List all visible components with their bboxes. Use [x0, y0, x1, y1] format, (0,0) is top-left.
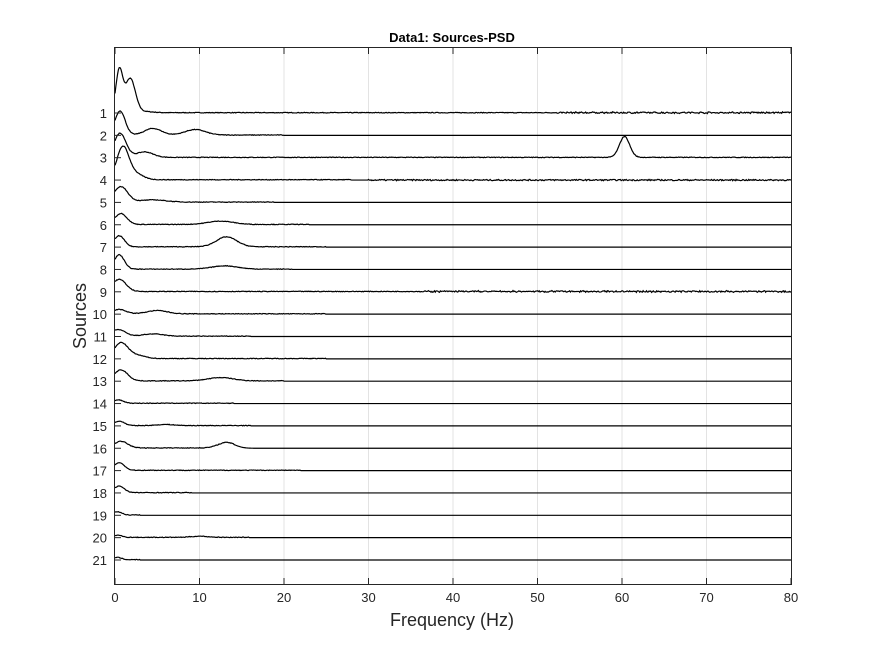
y-tick-label: 8	[100, 262, 107, 277]
psd-trace-source-20	[114, 534, 791, 539]
psd-trace-source-15	[114, 420, 791, 427]
psd-trace-source-18	[114, 485, 791, 494]
psd-trace-source-4	[114, 145, 792, 182]
psd-trace-source-5	[114, 185, 791, 204]
y-tick-label: 4	[100, 173, 107, 188]
source-traces	[114, 66, 792, 561]
psd-trace-source-19	[114, 511, 791, 516]
x-tick-label: 20	[277, 590, 291, 605]
x-tick-label: 0	[111, 590, 118, 605]
y-tick-label: 3	[100, 151, 107, 166]
psd-trace-source-10	[114, 308, 791, 315]
psd-trace-source-9	[114, 278, 792, 294]
x-tick-label: 10	[192, 590, 206, 605]
y-tick-label: 2	[100, 128, 107, 143]
y-tick-label: 10	[93, 307, 107, 322]
y-tick-label: 18	[93, 486, 107, 501]
y-tick-label: 17	[93, 464, 107, 479]
psd-trace-source-21	[114, 556, 791, 561]
psd-trace-source-11	[114, 328, 791, 338]
y-tick-label: 9	[100, 285, 107, 300]
y-tick-label: 16	[93, 441, 107, 456]
psd-trace-source-7	[114, 234, 791, 248]
psd-trace-source-16	[114, 440, 791, 449]
y-tick-label: 11	[94, 330, 108, 345]
y-axis-label: Sources	[70, 283, 90, 349]
psd-trace-source-12	[114, 341, 791, 360]
x-tick-label: 70	[699, 590, 713, 605]
psd-trace-source-13	[114, 369, 791, 382]
y-tick-label: 14	[93, 397, 107, 412]
y-tick-label: 19	[93, 508, 107, 523]
x-tick-label: 80	[784, 590, 798, 605]
y-tick-label: 5	[100, 195, 107, 210]
y-tick-label: 15	[93, 419, 107, 434]
x-tick-label: 50	[530, 590, 544, 605]
y-tick-label: 12	[93, 352, 107, 367]
y-tick-label: 21	[93, 553, 107, 568]
chart-title: Data1: Sources-PSD	[389, 30, 515, 45]
psd-trace-source-8	[114, 253, 791, 271]
y-tick-label: 1	[100, 106, 107, 121]
psd-trace-source-3	[114, 132, 792, 159]
x-tick-label: 30	[361, 590, 375, 605]
psd-trace-source-6	[114, 212, 791, 226]
x-axis-ticks: 0 10 20 30 40 50 60 70 80	[111, 48, 798, 605]
y-tick-label: 7	[100, 240, 107, 255]
axes-box	[114, 47, 792, 585]
x-axis-label: Frequency (Hz)	[390, 610, 514, 630]
y-tick-label: 20	[93, 531, 107, 546]
x-tick-label: 60	[615, 590, 629, 605]
x-gridlines	[199, 48, 707, 584]
psd-trace-source-17	[114, 462, 791, 472]
psd-trace-source-1	[114, 66, 792, 115]
y-tick-label: 13	[93, 374, 107, 389]
y-tick-label: 6	[100, 218, 107, 233]
psd-trace-source-14	[114, 399, 791, 405]
psd-trace-source-2	[114, 110, 791, 136]
x-tick-label: 40	[446, 590, 460, 605]
